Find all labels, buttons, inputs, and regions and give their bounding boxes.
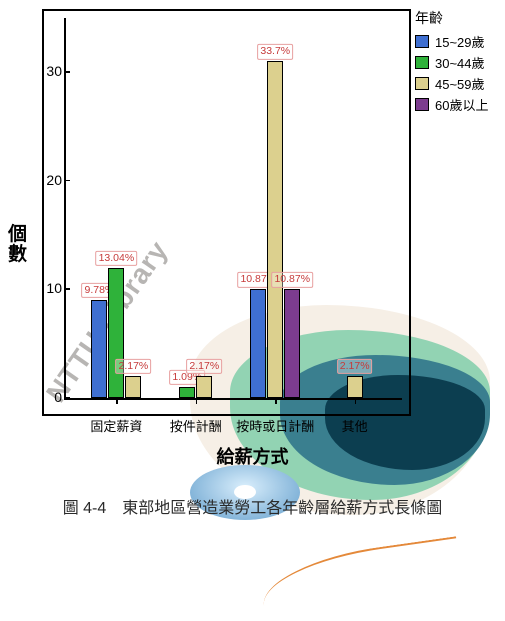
bar (108, 268, 124, 398)
bar (91, 300, 107, 398)
watermark-feather (258, 536, 462, 605)
legend-item: 60歲以上 (415, 95, 488, 114)
legend-label: 30~44歲 (435, 53, 485, 72)
legend-swatch (415, 56, 429, 69)
x-tick: 按件計酬 (170, 416, 222, 435)
x-axis-line (64, 398, 402, 400)
y-tick: 20 (34, 172, 62, 188)
legend-item: 45~59歲 (415, 74, 488, 93)
bar (125, 376, 141, 398)
bar (179, 387, 195, 398)
bar (250, 289, 266, 398)
legend-item: 15~29歲 (415, 32, 488, 51)
bar (347, 376, 363, 398)
bar (196, 376, 212, 398)
figure: NTTU Library 0102030 固定薪資按件計酬按時或日計酬其他 9.… (0, 0, 505, 621)
x-tick: 其他 (342, 416, 368, 435)
bar-value-label: 33.7% (257, 44, 293, 59)
y-axis-title: 個數 (8, 225, 30, 265)
figure-caption: 圖 4-4 東部地區營造業勞工各年齡層給薪方式長條圖 (0, 494, 505, 518)
plot-area: 9.78%13.04%2.17%1.09%2.17%10.87%33.7%10.… (64, 18, 402, 398)
y-tick: 30 (34, 63, 62, 79)
bar-value-label: 2.17% (186, 359, 222, 374)
bar-value-label: 2.17% (115, 359, 151, 374)
bar-value-label: 13.04% (96, 251, 138, 266)
bar-value-label: 2.17% (337, 359, 373, 374)
y-tick: 0 (34, 389, 62, 405)
bar-value-label: 10.87% (271, 272, 313, 287)
x-tick: 按時或日計酬 (236, 416, 314, 435)
bar (267, 61, 283, 398)
legend-swatch (415, 98, 429, 111)
legend-swatch (415, 35, 429, 48)
bar (284, 289, 300, 398)
legend-title: 年齡 (415, 8, 488, 28)
x-tick: 固定薪資 (90, 416, 142, 435)
y-tick: 10 (34, 280, 62, 296)
legend-swatch (415, 77, 429, 90)
x-axis-title: 給薪方式 (0, 443, 505, 469)
legend-label: 45~59歲 (435, 74, 485, 93)
legend-label: 15~29歲 (435, 32, 485, 51)
legend-item: 30~44歲 (415, 53, 488, 72)
legend: 年齡 15~29歲 30~44歲 45~59歲 60歲以上 (415, 8, 488, 116)
legend-label: 60歲以上 (435, 95, 488, 114)
